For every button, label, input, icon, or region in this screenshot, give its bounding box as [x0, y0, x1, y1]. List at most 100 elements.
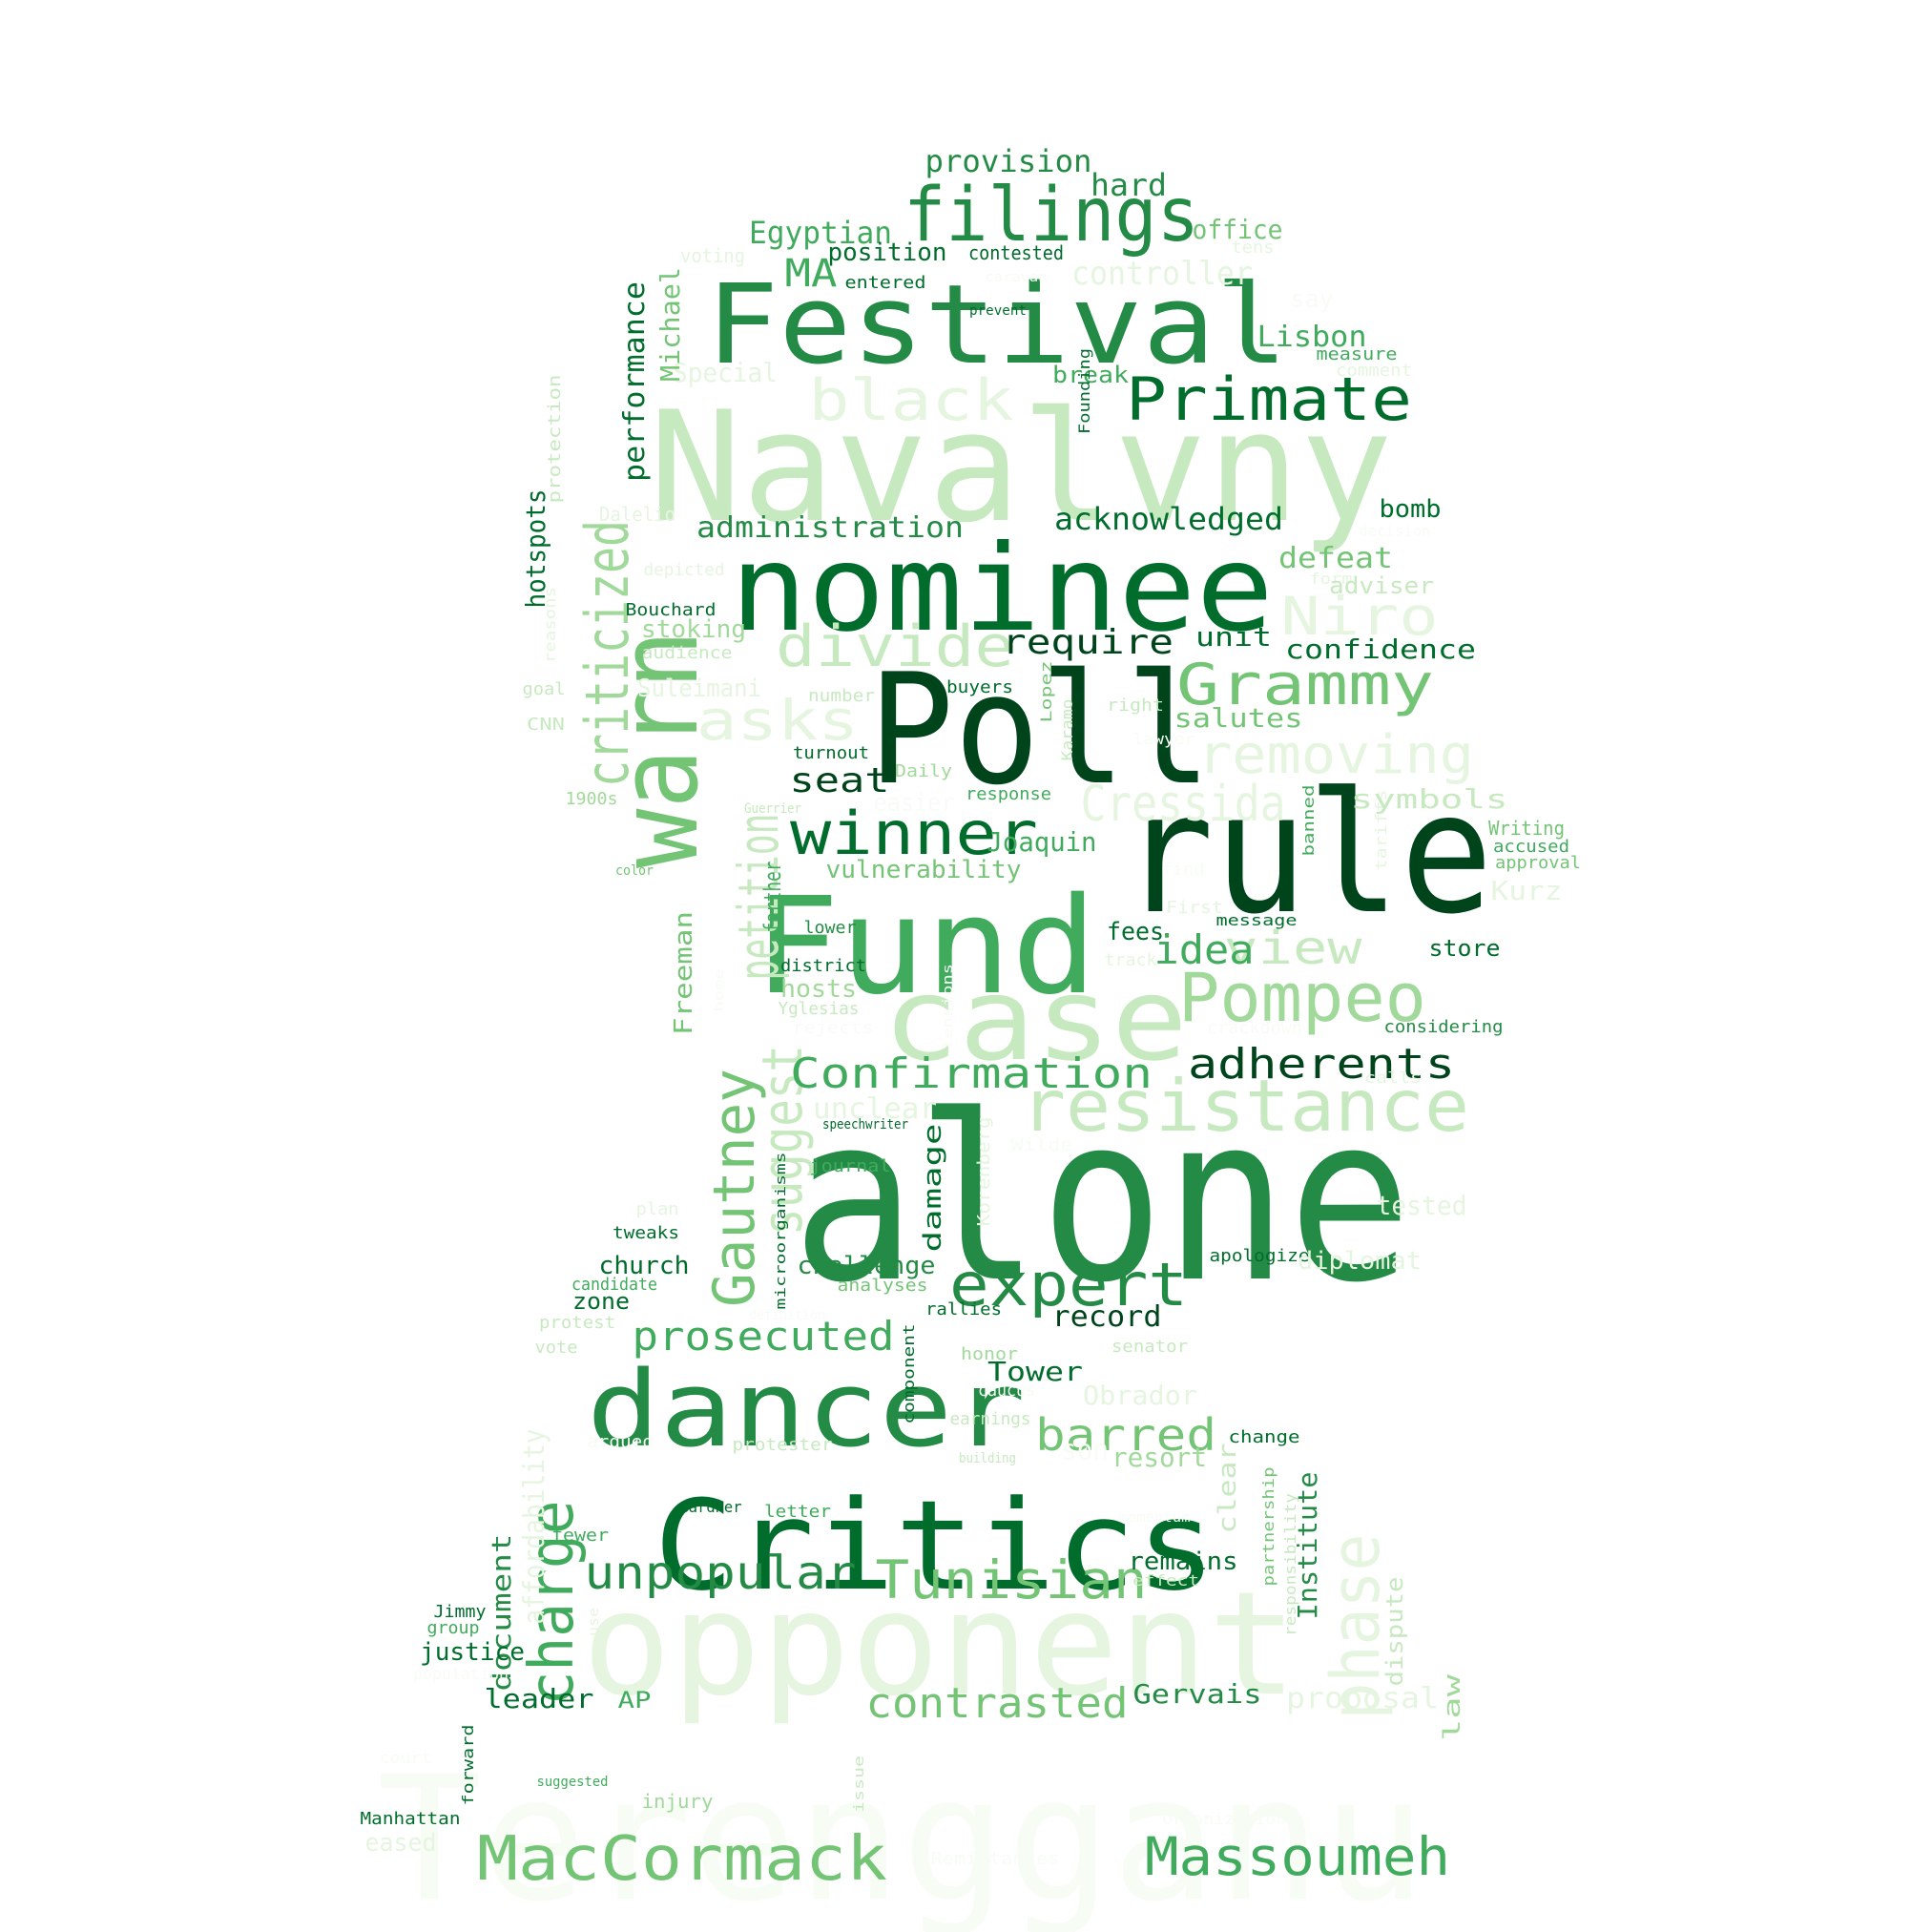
word-lawyer: lawyer — [1133, 730, 1195, 748]
word-symbols: symbols — [1351, 783, 1508, 815]
word-gardner: Gardner — [680, 1498, 742, 1516]
word-phase: phase — [1317, 1534, 1395, 1720]
word-founding: Founding — [1075, 348, 1093, 434]
word-divide: divide — [776, 613, 1014, 680]
word-opponent: opponent — [582, 1562, 1298, 1728]
word-measure: measure — [1317, 344, 1398, 364]
word-first: First — [1166, 898, 1223, 918]
word-niro: Niro — [1281, 586, 1439, 647]
word-senator: senator — [1111, 1337, 1188, 1357]
word-protester: protester — [733, 1435, 833, 1455]
word-case: case — [883, 954, 1188, 1087]
word-dancer: dancer — [587, 1348, 1026, 1470]
word-controller: controller — [1071, 255, 1253, 293]
word-adherents: adherents — [1188, 1040, 1455, 1089]
word-fund: Fund — [754, 869, 1097, 1025]
word-jimmy: Jimmy — [434, 1602, 487, 1622]
word-farther: farther — [759, 862, 786, 933]
word-charge: charge — [517, 1501, 588, 1706]
word-bouchard: Bouchard — [626, 600, 717, 620]
word-view: view — [1224, 922, 1362, 975]
word-removing: removing — [1197, 724, 1474, 786]
word-barred: barred — [1035, 1409, 1216, 1461]
word-track: track — [1105, 950, 1157, 970]
word-microorganisms: microorganisms — [774, 1153, 789, 1310]
word-rallies: rallies — [925, 1299, 1002, 1319]
word-pompeo: Pompeo — [1178, 959, 1426, 1037]
word-dalelio: Dalelio — [599, 503, 675, 526]
word-filings: filings — [904, 173, 1199, 259]
word-unpopular: unpopular — [585, 1547, 857, 1600]
word-leader: leader — [485, 1683, 594, 1714]
word-organization: Organization — [1162, 1810, 1286, 1828]
word-massoumeh: Massoumeh — [1145, 1826, 1450, 1887]
word-poll: Poll — [868, 640, 1212, 819]
word-proposal: proposal — [1286, 1682, 1439, 1715]
word-confirmation: Confirmation — [790, 1049, 1153, 1098]
word-ap: AP — [618, 1687, 652, 1714]
word-1900s: 1900s — [566, 789, 618, 809]
word-joaquin: Joaquin — [987, 826, 1097, 858]
word-response: response — [966, 784, 1051, 804]
word-damage: damage — [919, 1124, 947, 1253]
word-contested: contested — [968, 241, 1064, 264]
word-contrasted: contrasted — [866, 1679, 1129, 1728]
word-speechwriter: speechwriter — [822, 1117, 908, 1132]
word-protest: protest — [539, 1313, 615, 1333]
word-earnings: earnings — [950, 1409, 1031, 1429]
word-manhattan: Manhattan — [361, 1809, 461, 1829]
word-protection: protection — [545, 375, 565, 504]
word-eased: eased — [365, 1829, 437, 1858]
word-position: position — [828, 239, 947, 267]
word-confidence: confidence — [1285, 634, 1476, 665]
word-tested: tested — [1377, 1190, 1467, 1221]
word-obrador: Obrador — [1083, 1380, 1197, 1411]
word-injury: injury — [642, 1790, 714, 1813]
word-tensions: tensions — [941, 964, 956, 1049]
word-turnout: turnout — [793, 743, 869, 763]
word-grammy: Grammy — [1176, 652, 1434, 718]
word-easier: easier — [874, 789, 955, 818]
word-record: record — [1052, 1300, 1162, 1334]
word-petition: petition — [726, 814, 791, 981]
word-resort: resort — [1111, 1442, 1207, 1473]
word-partnership: partnership — [1259, 1467, 1278, 1587]
word-rule: rule — [1121, 758, 1493, 951]
word-tariffs: tariffs — [1372, 790, 1390, 871]
word-gautney: Gautney — [701, 1069, 768, 1307]
word-caucus: caucus — [978, 1381, 1035, 1401]
word-right: right — [1107, 696, 1164, 716]
word-yglesias: Yglesias — [779, 999, 860, 1019]
word-component: component — [900, 1324, 918, 1424]
word-voting: voting — [680, 244, 745, 267]
word-michael: Michael — [654, 267, 686, 382]
word-clear: clear — [1214, 1444, 1242, 1534]
word-resistance: resistance — [1021, 1064, 1469, 1148]
word-performance: performance — [618, 281, 652, 482]
word-use: use — [587, 1608, 602, 1636]
word-remains: remains — [1129, 1548, 1238, 1576]
word-considering: considering — [1384, 1017, 1504, 1037]
word-acknowledged: acknowledged — [1054, 501, 1283, 537]
word-provision: provision — [925, 143, 1092, 179]
word-terengganu: Terengganu — [377, 1740, 1426, 1932]
word-black: black — [809, 367, 1014, 434]
word-festival: Festival — [706, 261, 1288, 389]
word-caravan: caravan — [986, 270, 1048, 285]
word-responsibility: responsibility — [1281, 1493, 1299, 1636]
word-momentum: momentum — [1119, 1510, 1191, 1526]
word-lower: lower — [804, 918, 857, 938]
word-remittances: Remittances — [931, 1849, 1060, 1869]
word-find: find — [1162, 860, 1205, 880]
word-seat: seat — [790, 761, 890, 800]
word-nominee: nominee — [730, 520, 1274, 658]
word-gervais: Gervais — [1133, 1678, 1262, 1710]
word-analyses: analyses — [838, 1276, 928, 1296]
word-challenge: challenge — [798, 1252, 936, 1280]
word-audience: audience — [642, 643, 733, 663]
word-maccormack: MacCormack — [477, 1824, 887, 1895]
word-require: require — [1002, 623, 1174, 662]
word-writing: Writing — [1488, 817, 1565, 840]
word-unit: unit — [1195, 621, 1272, 653]
